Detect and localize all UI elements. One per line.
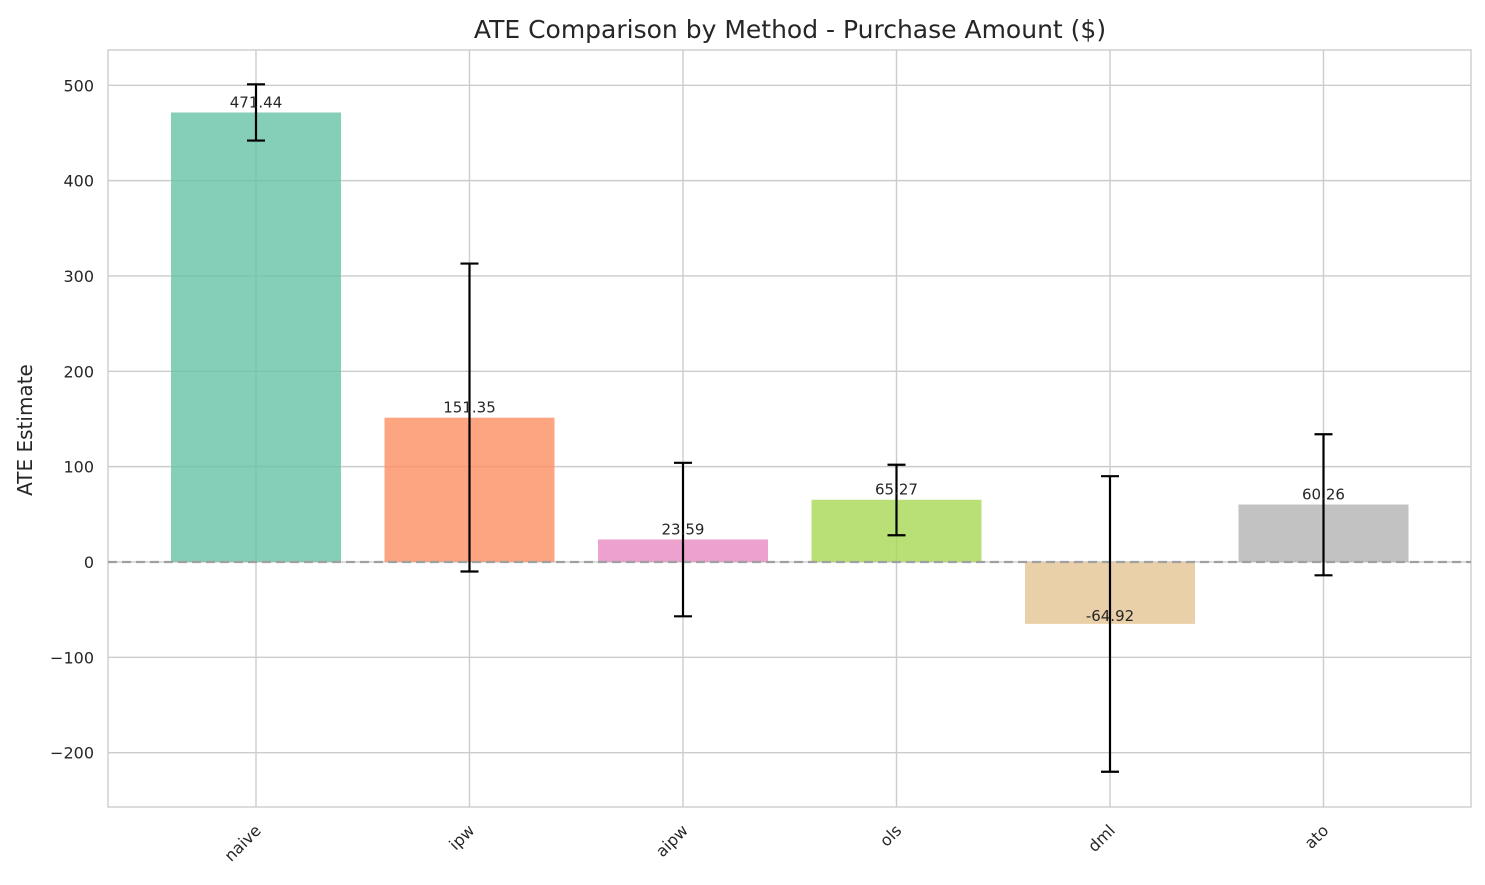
x-tick-label: aipw	[652, 821, 692, 861]
y-tick-label: 0	[84, 553, 94, 572]
y-tick-label: −200	[50, 744, 94, 763]
data-label-naive: 471.44	[230, 94, 283, 112]
y-axis-title: ATE Estimate	[13, 364, 37, 496]
data-label-ipw: 151.35	[443, 399, 496, 417]
plot-frame	[107, 49, 1472, 808]
data-label-dml: -64.92	[1086, 607, 1134, 625]
x-tick-label: naive	[220, 821, 264, 865]
x-tick-label: ipw	[445, 821, 478, 854]
x-tick-label: ato	[1301, 821, 1333, 853]
y-tick-label: 400	[63, 172, 94, 191]
y-tick-label: 300	[63, 267, 94, 286]
y-tick-label: 200	[63, 362, 94, 381]
x-tick-label: ols	[876, 821, 905, 850]
x-tick-label: dml	[1084, 821, 1119, 856]
y-tick-label: 100	[63, 458, 94, 477]
chart-title: ATE Comparison by Method - Purchase Amou…	[474, 15, 1106, 44]
y-tick-label: 500	[63, 76, 94, 95]
data-label-aipw: 23.59	[662, 520, 705, 538]
y-tick-label: −100	[50, 648, 94, 667]
data-label-ols: 65.27	[875, 481, 918, 499]
data-label-ato: 60.26	[1302, 486, 1345, 504]
plot-area: −200 −100 0 100 200 300 400 500 naive ipw aipw ols d…	[50, 49, 1472, 865]
bar-naive	[171, 112, 341, 562]
